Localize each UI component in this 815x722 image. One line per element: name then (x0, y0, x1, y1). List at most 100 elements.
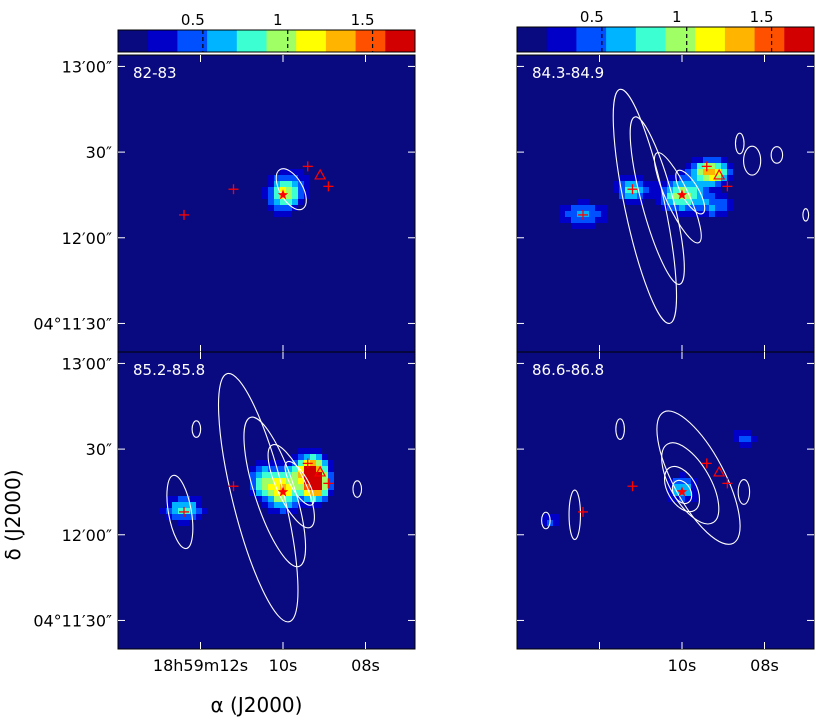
emission-pixel (262, 484, 268, 490)
emission-pixel (328, 490, 334, 496)
emission-pixel (661, 187, 667, 193)
emission-pixel (310, 454, 316, 460)
emission-pixel (280, 199, 286, 205)
emission-pixel (310, 466, 316, 472)
emission-pixel (697, 163, 703, 169)
emission-pixel (625, 187, 631, 193)
colorbar-frame (117, 29, 416, 53)
emission-pixel (595, 217, 601, 223)
emission-pixel (304, 472, 310, 478)
emission-pixel (691, 199, 697, 205)
emission-pixel (310, 484, 316, 490)
source-cross (179, 209, 189, 220)
emission-pixel (160, 508, 166, 514)
emission-pixel (637, 187, 643, 193)
contour-line (615, 418, 625, 440)
emission-pixel (685, 205, 691, 211)
contour-line (166, 474, 194, 550)
emission-pixel (310, 460, 316, 466)
emission-pixel (709, 163, 715, 169)
emission-pixel (571, 217, 577, 223)
emission-pixel (322, 484, 328, 490)
emission-pixel (715, 211, 721, 217)
colorbar-tick-label: 0.5 (580, 8, 604, 26)
source-cross (179, 506, 189, 517)
emission-pixel (691, 163, 697, 169)
source-cross (627, 481, 638, 492)
emission-pixel (316, 478, 322, 484)
emission-pixel (703, 193, 709, 199)
colorbar-swatch (665, 27, 696, 52)
y-axis-title: δ (J2000) (1, 470, 25, 561)
panel-frame (117, 351, 416, 650)
contour-line (663, 465, 701, 513)
contour-line (243, 416, 307, 568)
panel-82-83: 82-83 (117, 54, 416, 353)
emission-pixel (268, 175, 274, 181)
emission-pixel (571, 205, 577, 211)
emission-pixel (751, 436, 757, 442)
emission-pixel (298, 478, 304, 484)
colorbar-tick-label: 1.5 (750, 8, 774, 26)
emission-pixel (190, 502, 196, 508)
emission-pixel (721, 193, 727, 199)
emission-pixel (697, 169, 703, 175)
emission-pixel (685, 181, 691, 187)
emission-pixel (619, 175, 625, 181)
panel-86.6-86.8: 86.6-86.8 (516, 351, 815, 650)
source-cross (323, 181, 334, 192)
emission-pixel (298, 484, 304, 490)
emission-pixel (655, 181, 661, 187)
colorbar-swatch (118, 30, 149, 52)
emission-pixel (304, 496, 310, 502)
emission-pixel (679, 472, 685, 478)
colorbar-swatch (546, 27, 577, 52)
colorbar-frame (516, 26, 815, 53)
emission-pixel (559, 211, 565, 217)
emission-pixel (262, 502, 268, 508)
emission-pixel (268, 484, 274, 490)
emission-pixel (721, 163, 727, 169)
emission-pixel (601, 211, 607, 217)
emission-pixel (619, 187, 625, 193)
emission-pixel (250, 478, 256, 484)
emission-pixel (709, 169, 715, 175)
emission-pixel (310, 472, 316, 478)
emission-pixel (691, 169, 697, 175)
emission-pixel (262, 496, 268, 502)
emission-pixel (250, 490, 256, 496)
y-tick-label: 04°11′30″ (33, 611, 112, 630)
emission-pixel (637, 181, 643, 187)
emission-pixel (304, 502, 310, 508)
emission-pixel (316, 448, 322, 454)
emission-pixel (679, 175, 685, 181)
emission-pixel (745, 430, 751, 436)
colorbar-swatch (635, 27, 666, 52)
emission-pixel (184, 508, 190, 514)
emission-pixel (184, 502, 190, 508)
emission-pixel (673, 484, 679, 490)
emission-pixel (274, 484, 280, 490)
contour-line (743, 145, 762, 176)
emission-pixel (262, 478, 268, 484)
emission-pixel (292, 472, 298, 478)
emission-pixel (310, 448, 316, 454)
colorbar-tick-label: 1 (273, 11, 283, 29)
emission-pixel (691, 496, 697, 502)
emission-pixel (250, 466, 256, 472)
emission-pixel (190, 508, 196, 514)
emission-pixel (310, 496, 316, 502)
emission-pixel (280, 205, 286, 211)
emission-pixel (691, 484, 697, 490)
emission-pixel (292, 478, 298, 484)
emission-pixel (274, 490, 280, 496)
emission-pixel (715, 205, 721, 211)
contour-line (284, 460, 315, 506)
emission-pixel (601, 217, 607, 223)
emission-pixel (256, 472, 262, 478)
emission-pixel (286, 175, 292, 181)
emission-pixel (322, 460, 328, 466)
emission-pixel (733, 436, 739, 442)
emission-pixel (679, 181, 685, 187)
